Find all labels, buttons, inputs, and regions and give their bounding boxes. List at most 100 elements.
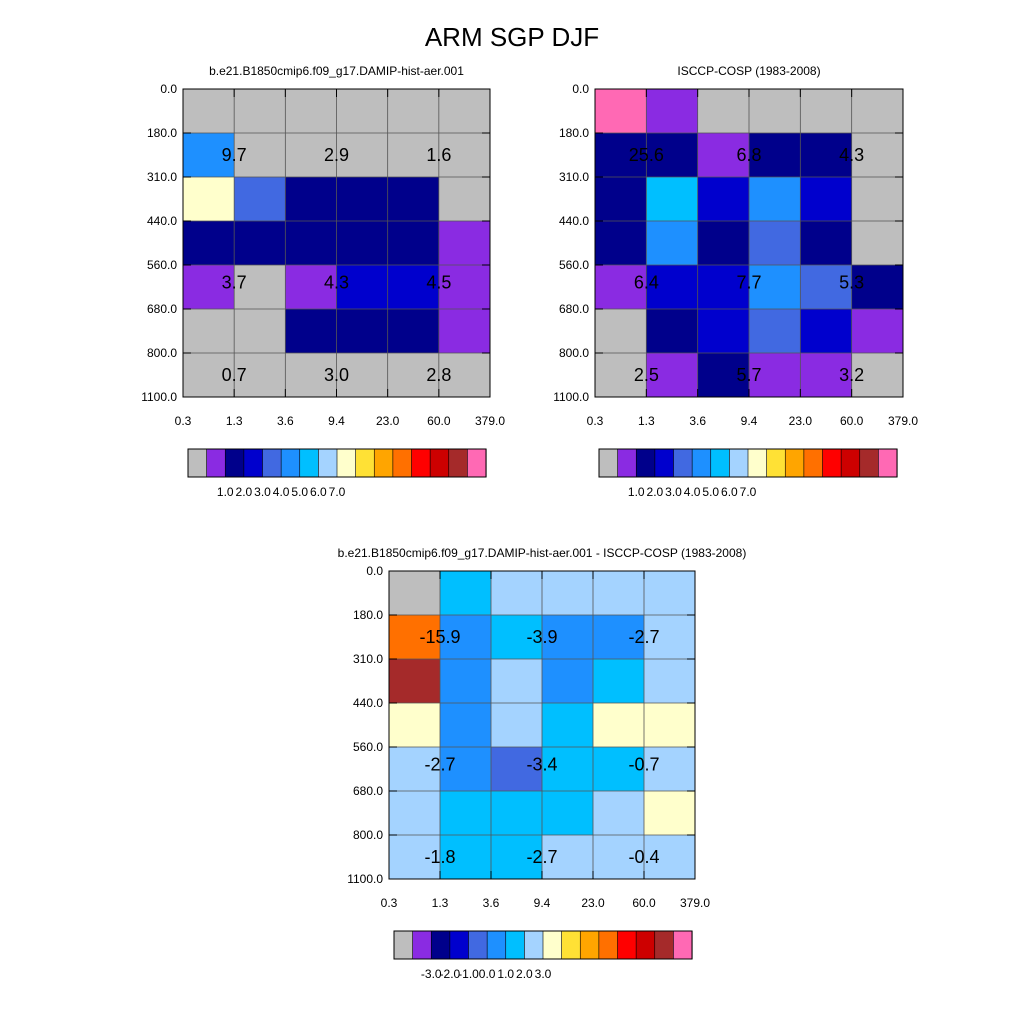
y-tick-label: 180.0	[559, 126, 589, 140]
heatmap-cell	[440, 571, 492, 616]
y-tick-label: 0.0	[366, 564, 383, 578]
colorbar-label: 7.0	[329, 485, 346, 499]
cell-value-label: 1.6	[426, 145, 451, 165]
colorbar-swatch	[355, 448, 375, 478]
panel-title: ISCCP-COSP (1983-2008)	[677, 64, 820, 78]
cell-value-label: 9.7	[222, 145, 247, 165]
colorbar-swatch	[542, 930, 563, 960]
heatmap-cell	[749, 133, 801, 178]
heatmap-cell	[285, 353, 337, 398]
panel-1: b.e21.B1850cmip6.f09_g17.DAMIP-hist-aer.…	[141, 64, 505, 499]
heatmap-cell	[593, 659, 645, 704]
colorbar-swatch	[448, 448, 468, 478]
panel-3: b.e21.B1850cmip6.f09_g17.DAMIP-hist-aer.…	[338, 546, 747, 981]
colorbar-label: 3.0	[665, 485, 682, 499]
heatmap-cell	[183, 133, 235, 178]
heatmap-cell	[183, 309, 235, 354]
heatmap-cell	[749, 265, 801, 310]
heatmap-cell	[285, 133, 337, 178]
colorbar-swatch	[206, 448, 226, 478]
colorbar-label: -1.0	[458, 967, 479, 981]
x-tick-label: 9.4	[741, 414, 758, 428]
heatmap-cell	[285, 265, 337, 310]
y-tick-label: 0.0	[572, 82, 589, 96]
heatmap-cell	[800, 309, 853, 354]
y-tick-label: 560.0	[147, 258, 177, 272]
heatmap-cell	[491, 835, 543, 880]
y-tick-label: 0.0	[160, 82, 177, 96]
heatmap-cell	[800, 89, 853, 134]
x-tick-label: 1.3	[638, 414, 655, 428]
heatmap-cell	[389, 791, 441, 836]
colorbar-swatch	[822, 448, 842, 478]
heatmap-cell	[336, 89, 389, 134]
x-tick-label: 1.3	[226, 414, 243, 428]
y-tick-label: 800.0	[559, 346, 589, 360]
heatmap-cell	[336, 177, 389, 222]
y-tick-label: 800.0	[147, 346, 177, 360]
heatmap-cell	[851, 177, 904, 222]
heatmap-cell	[644, 791, 696, 836]
colorbar-swatch	[467, 448, 487, 478]
colorbar-swatch	[766, 448, 786, 478]
colorbar-swatch	[262, 448, 282, 478]
x-tick-label: 379.0	[475, 414, 505, 428]
colorbar-swatch	[393, 930, 414, 960]
heatmap-cell	[644, 659, 696, 704]
colorbar-swatch	[449, 930, 470, 960]
heatmap-cell	[595, 309, 647, 354]
heatmap-cell	[851, 221, 904, 266]
heatmap-cell	[438, 265, 491, 310]
y-tick-label: 560.0	[559, 258, 589, 272]
heatmap-cell	[285, 89, 337, 134]
colorbar-label: 6.0	[310, 485, 327, 499]
colorbar-label: -3.0	[421, 967, 442, 981]
heatmap-cell	[646, 133, 699, 178]
heatmap-cell	[285, 221, 337, 266]
y-tick-label: 680.0	[147, 302, 177, 316]
cell-value-label: 4.5	[426, 273, 451, 293]
y-tick-label: 800.0	[353, 828, 383, 842]
heatmap-cell	[491, 571, 543, 616]
y-tick-label: 560.0	[353, 740, 383, 754]
y-tick-label: 440.0	[559, 214, 589, 228]
colorbar-swatch	[524, 930, 544, 960]
heatmap-cell	[183, 221, 235, 266]
heatmap-cell	[183, 353, 235, 398]
heatmap-cell	[697, 221, 750, 266]
colorbar-label: 5.0	[702, 485, 719, 499]
heatmap-cell	[285, 177, 337, 222]
heatmap-cell	[595, 221, 647, 266]
y-tick-label: 180.0	[147, 126, 177, 140]
x-tick-label: 0.3	[587, 414, 604, 428]
heatmap-cell	[234, 177, 286, 222]
y-tick-label: 1100.0	[553, 390, 589, 404]
heatmap-cell	[595, 353, 647, 398]
heatmap-cell	[800, 133, 853, 178]
cell-value-label: 3.7	[222, 273, 247, 293]
heatmap-cell	[389, 659, 441, 704]
colorbar-label: 0.0	[479, 967, 496, 981]
heatmap-cell	[389, 835, 441, 880]
heatmap-cell	[697, 89, 750, 134]
cell-value-label: 2.8	[426, 365, 451, 385]
colorbar-swatch	[635, 930, 656, 960]
cell-value-label: 4.3	[839, 145, 864, 165]
heatmap-cell	[491, 703, 543, 748]
colorbar-swatch	[373, 448, 394, 478]
heatmap-cell	[646, 309, 699, 354]
heatmap-cell	[697, 353, 750, 398]
heatmap-cell	[697, 309, 750, 354]
heatmap-cell	[644, 615, 696, 660]
heatmap-cell	[387, 133, 440, 178]
heatmap-cell	[438, 353, 491, 398]
y-tick-label: 310.0	[559, 170, 589, 184]
heatmap-cell	[644, 571, 696, 616]
colorbar-swatch	[280, 448, 301, 478]
colorbar-swatch	[840, 448, 861, 478]
x-tick-label: 9.4	[328, 414, 345, 428]
cell-value-label: -15.9	[419, 627, 460, 647]
heatmap-cell	[438, 133, 491, 178]
x-tick-label: 60.0	[427, 414, 451, 428]
